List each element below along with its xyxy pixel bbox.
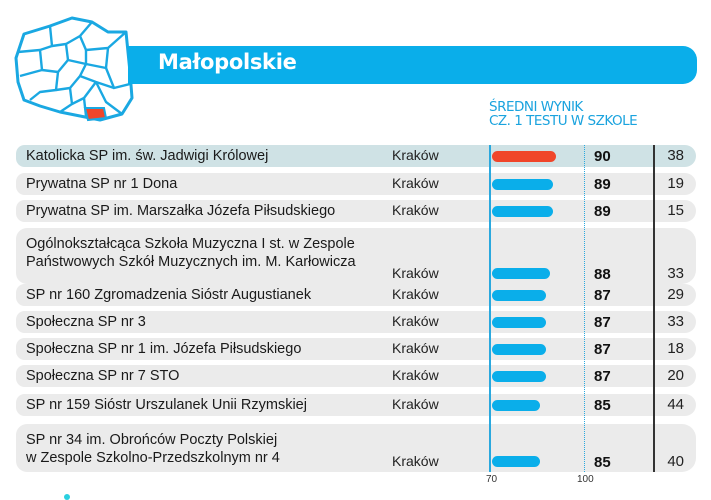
score-column-header-line1: ŚREDNI WYNIK <box>489 99 583 115</box>
score-bar <box>492 179 553 190</box>
school-name-line1: Społeczna SP nr 7 STO <box>26 368 180 384</box>
student-count: 19 <box>667 175 684 192</box>
axis-max-dotted-line <box>584 145 585 472</box>
school-city: Kraków <box>392 367 439 383</box>
school-city: Kraków <box>392 396 439 412</box>
school-name: Prywatna SP im. Marszałka Józefa Piłsuds… <box>26 202 335 220</box>
table-row: Społeczna SP nr 1 im. Józefa Piłsudskieg… <box>16 338 696 360</box>
school-city: Kraków <box>392 286 439 302</box>
table-row: Prywatna SP im. Marszałka Józefa Piłsuds… <box>16 200 696 222</box>
table-row: Społeczna SP nr 3 Kraków 87 33 <box>16 311 696 333</box>
score-bar <box>492 317 547 328</box>
average-score: 87 <box>594 287 611 304</box>
axis-tick-100: 100 <box>577 474 594 485</box>
average-score: 87 <box>594 368 611 385</box>
school-name-line2: Państwowych Szkół Muzycznych im. M. Karł… <box>26 254 356 270</box>
school-name: SP nr 34 im. Obrońców Poczty Polskiej w Z… <box>26 431 280 467</box>
average-score: 85 <box>594 454 611 471</box>
school-city: Kraków <box>392 453 439 469</box>
table-row: SP nr 159 Sióstr Urszulanek Unii Rzymski… <box>16 394 696 416</box>
student-count: 18 <box>667 340 684 357</box>
average-score: 88 <box>594 266 611 283</box>
school-name: Społeczna SP nr 1 im. Józefa Piłsudskieg… <box>26 340 301 358</box>
school-name: Ogólnokształcąca Szkoła Muzyczna I st. w… <box>26 235 356 271</box>
school-name-line1: Społeczna SP nr 1 im. Józefa Piłsudskieg… <box>26 341 302 357</box>
school-name-line2: w Zespole Szkolno-Przedszkolnym nr 4 <box>26 450 280 466</box>
score-bar <box>492 344 547 355</box>
score-bar <box>492 400 540 411</box>
student-count: 33 <box>667 313 684 330</box>
school-city: Kraków <box>392 265 439 281</box>
score-column-header: ŚREDNI WYNIK CZ. 1 TESTU W SZKOLE <box>489 99 638 129</box>
school-name: Społeczna SP nr 7 STO <box>26 367 179 385</box>
student-count: 40 <box>667 453 684 470</box>
school-name-line1: SP nr 160 Zgromadzenia Sióstr Augustiane… <box>26 287 312 303</box>
axis-min-line <box>489 145 491 472</box>
student-count: 44 <box>667 396 684 413</box>
average-score: 90 <box>594 148 611 165</box>
score-bar-highlight <box>492 151 556 162</box>
school-city: Kraków <box>392 147 439 163</box>
malopolskie-region-highlight <box>83 107 108 122</box>
table-row: SP nr 160 Zgromadzenia Sióstr Augustiane… <box>16 284 696 306</box>
school-city: Kraków <box>392 340 439 356</box>
student-count: 38 <box>667 147 684 164</box>
average-score: 89 <box>594 203 611 220</box>
table-row: Prywatna SP nr 1 Dona Kraków 89 19 <box>16 173 696 195</box>
school-name-line1: SP nr 34 im. Obrońców Poczty Polskiej <box>26 432 278 448</box>
school-name-line1: Katolicka SP im. św. Jadwigi Królowej <box>26 148 269 164</box>
school-name-line1: Prywatna SP nr 1 Dona <box>26 176 178 192</box>
student-count: 33 <box>667 265 684 282</box>
school-name-line1: Prywatna SP im. Marszałka Józefa Piłsuds… <box>26 203 336 219</box>
region-title: Małopolskie <box>158 50 297 74</box>
school-city: Kraków <box>392 202 439 218</box>
score-bar <box>492 268 550 279</box>
footer-decoration <box>64 494 70 500</box>
score-bar <box>492 456 540 467</box>
student-count: 15 <box>667 202 684 219</box>
poland-map-icon <box>14 16 134 122</box>
school-name: SP nr 159 Sióstr Urszulanek Unii Rzymski… <box>26 396 307 414</box>
school-name: SP nr 160 Zgromadzenia Sióstr Augustiane… <box>26 286 311 304</box>
count-column-divider <box>653 145 655 472</box>
school-city: Kraków <box>392 175 439 191</box>
school-name: Katolicka SP im. św. Jadwigi Królowej <box>26 147 268 165</box>
table-row: Katolicka SP im. św. Jadwigi Królowej Kra… <box>16 145 696 167</box>
student-count: 20 <box>667 367 684 384</box>
score-bar <box>492 290 547 301</box>
average-score: 87 <box>594 314 611 331</box>
score-column-header-line2: CZ. 1 TESTU W SZKOLE <box>489 113 638 129</box>
average-score: 85 <box>594 397 611 414</box>
average-score: 89 <box>594 176 611 193</box>
table-row: Ogólnokształcąca Szkoła Muzyczna I st. w… <box>16 228 696 284</box>
school-name: Prywatna SP nr 1 Dona <box>26 175 177 193</box>
average-score: 87 <box>594 341 611 358</box>
score-bar <box>492 206 553 217</box>
school-name-line1: SP nr 159 Sióstr Urszulanek Unii Rzymski… <box>26 397 307 413</box>
school-city: Kraków <box>392 313 439 329</box>
student-count: 29 <box>667 286 684 303</box>
school-name: Społeczna SP nr 3 <box>26 313 146 331</box>
score-bar <box>492 371 547 382</box>
school-name-line1: Ogólnokształcąca Szkoła Muzyczna I st. w… <box>26 236 355 252</box>
table-row: SP nr 34 im. Obrońców Poczty Polskiej w Z… <box>16 424 696 472</box>
region-header-bar <box>128 46 697 84</box>
table-row: Społeczna SP nr 7 STO Kraków 87 20 <box>16 365 696 387</box>
school-name-line1: Społeczna SP nr 3 <box>26 314 146 330</box>
axis-tick-70: 70 <box>486 474 498 485</box>
